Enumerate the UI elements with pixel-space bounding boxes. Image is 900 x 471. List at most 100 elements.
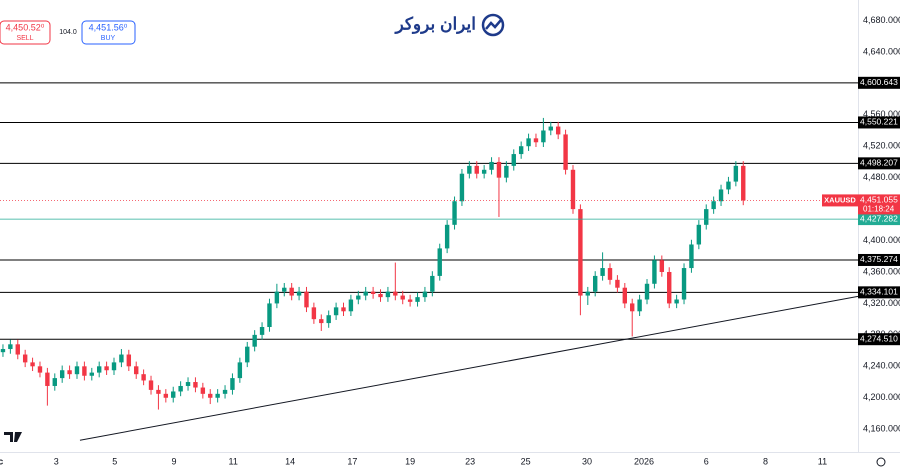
spread: 104.0 [59, 29, 77, 36]
marker-label: 4,427.282 [860, 213, 898, 223]
candle-body [400, 295, 405, 300]
x-tick-label: 8 [763, 456, 768, 466]
y-tick-label: 4,560.000 [863, 109, 900, 119]
candle-body [474, 165, 479, 174]
candle-body [178, 385, 183, 392]
candle-body [570, 169, 576, 210]
price-labels: 4,600.643 4,550.221 4,498.207 4,375.274 4,33… [822, 76, 900, 346]
level-label: 4,550.221 [860, 117, 898, 127]
candle-body [504, 165, 509, 178]
level-label: 4,600.643 [860, 77, 898, 87]
candle-body [578, 209, 583, 296]
candle-body [652, 260, 657, 284]
candle-body [215, 393, 220, 398]
candle-body [659, 260, 665, 272]
logo-text: ایران بروکر [393, 14, 476, 34]
candle-body [245, 346, 250, 363]
candle-body [282, 287, 287, 292]
candle-body [171, 391, 176, 398]
candle-body [15, 344, 20, 355]
candle-body [52, 378, 57, 386]
candle-body [163, 393, 169, 398]
candle-body [230, 378, 235, 390]
trade-panel: 4,450.52⁰ SELL 104.0 4,451.56⁰ BUY [0, 20, 136, 45]
candle-body [607, 268, 613, 280]
candle-body [185, 382, 191, 386]
trend-line [79, 295, 859, 441]
x-tick-label: 14 [285, 456, 295, 466]
price-axis-border [858, 0, 859, 452]
candle-body [319, 319, 324, 324]
x-tick-label: 9 [171, 456, 176, 466]
candle-body [518, 146, 524, 155]
candle-body [422, 291, 428, 298]
y-tick-label: 4,240.000 [863, 361, 900, 371]
candle-body [363, 291, 368, 296]
candle-body [407, 299, 413, 302]
buy-label: BUY [101, 35, 116, 42]
y-tick-label: 4,320.000 [863, 298, 900, 308]
candle-body [119, 354, 124, 363]
candle-body [681, 268, 687, 300]
candle-body [674, 299, 679, 304]
level-label-box [858, 253, 900, 266]
candle-body [341, 307, 346, 312]
candle-body [622, 287, 628, 304]
logo: ایران بروکر [393, 13, 505, 37]
plot-area [0, 82, 859, 441]
candle-body [615, 279, 620, 288]
level-label-box [858, 333, 900, 346]
candle-body [22, 354, 28, 363]
level-label-box [858, 286, 900, 299]
buy-button[interactable] [81, 20, 136, 45]
candle-body [259, 327, 265, 335]
candle-body [311, 307, 317, 320]
candle-body [637, 299, 642, 312]
logo-arrow [485, 19, 502, 30]
level-label: 4,375.274 [860, 254, 898, 264]
x-tick-label: 5 [112, 456, 117, 466]
x-tick-label: 30 [582, 456, 592, 466]
candle-body [370, 291, 376, 294]
candle-body [496, 161, 502, 178]
sell-button[interactable] [0, 20, 51, 45]
candle-body [511, 154, 516, 166]
candle-body [385, 291, 391, 298]
candle-body [704, 209, 709, 225]
candle-body [67, 370, 72, 375]
level-label-box [858, 116, 900, 129]
candle-body [444, 224, 450, 249]
candle-body [45, 372, 50, 386]
candle-body [193, 382, 198, 388]
candle-body [548, 126, 553, 131]
candle-body [222, 389, 228, 394]
candle-body [126, 354, 132, 367]
candle-body [74, 366, 80, 375]
candle-body [148, 380, 154, 390]
candle-body [141, 374, 146, 381]
y-tick-label: 4,640.000 [863, 46, 900, 56]
sell-label: SELL [16, 35, 33, 42]
candle-body [667, 271, 672, 304]
level-label: 4,334.101 [860, 287, 898, 297]
x-tick-label: 11 [229, 456, 238, 466]
x-tick-label: 3 [54, 456, 59, 466]
x-tick-label: 23 [465, 456, 475, 466]
candle-body [326, 315, 331, 324]
candle-body [563, 134, 568, 170]
candle-body [8, 344, 13, 350]
candle-body [393, 291, 398, 296]
candle-body [237, 362, 243, 379]
candle-body [481, 169, 487, 174]
y-tick-label: 4,400.000 [863, 235, 900, 245]
candle-body [526, 138, 531, 147]
x-tick-label: c [0, 456, 3, 466]
settings-icon[interactable] [876, 457, 886, 467]
candle-body [104, 366, 109, 371]
candle-body [208, 393, 213, 398]
candle-body [630, 303, 635, 312]
candle-body [378, 293, 383, 298]
candle-body [30, 362, 35, 367]
level-label-box [858, 157, 900, 170]
